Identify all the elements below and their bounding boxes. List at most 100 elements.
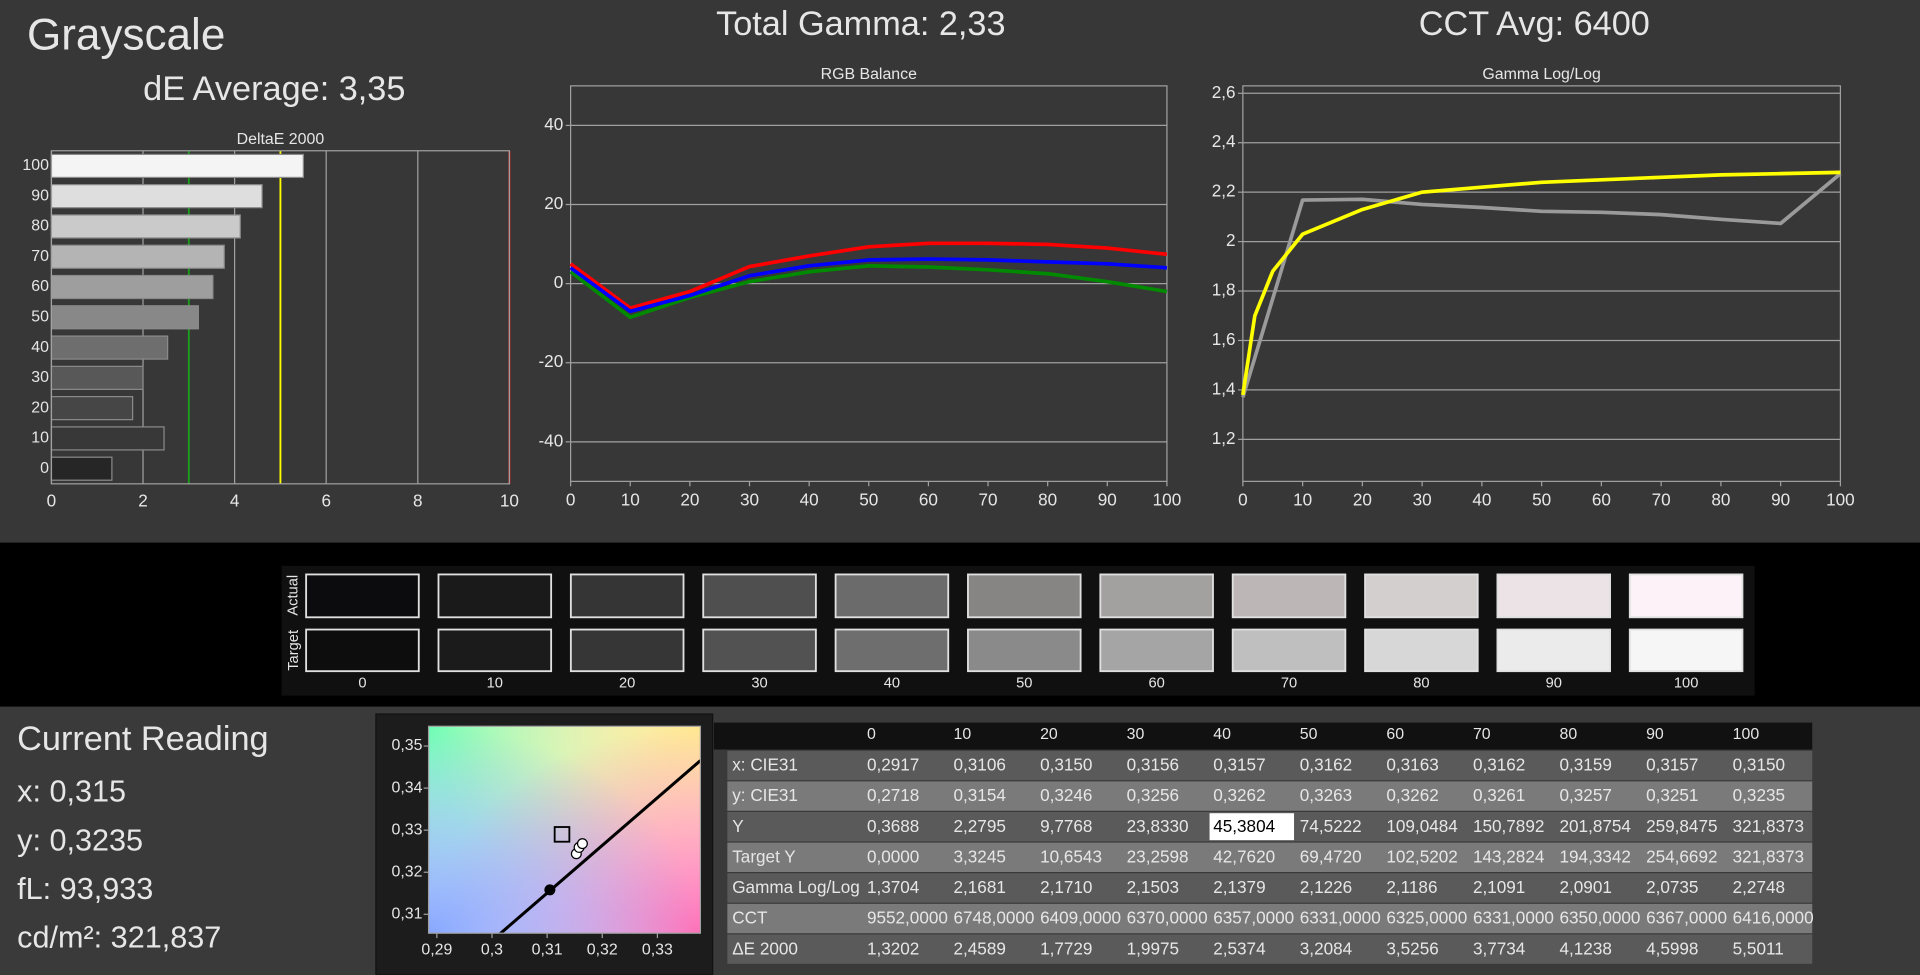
row-label: Target [286,630,302,671]
y-tick-label: 2 [1226,230,1236,250]
series-line [1241,172,1842,398]
y-tick-label: 40 [544,114,563,134]
target-swatch [1496,628,1612,673]
target-point [553,826,571,843]
table-cell: 0,3251 [1646,785,1698,805]
table-header-bg [713,722,1813,750]
x-tick-label: 0,29 [421,942,452,959]
chart-title: DeltaE 2000 [237,131,325,148]
target-swatch [967,628,1082,673]
cie-tint [428,726,701,934]
table-cell: 6331,0000 [1300,908,1381,928]
column-header: 0 [867,726,876,743]
table-cell: 6416,0000 [1733,908,1814,928]
table-cell: 2,1091 [1473,877,1525,897]
series-line [569,241,1168,310]
x-tick-label: 90 [1098,490,1117,510]
x-tick-label: 50 [1532,490,1551,510]
table-cell: 0,3262 [1213,785,1265,805]
actual-swatch [1099,573,1214,619]
x-tick-label: 0 [566,490,576,510]
y-tick-label: 0,32 [391,863,422,880]
table-cell: 0,3157 [1646,755,1698,775]
column-header: 10 [954,726,972,743]
table-cell: 0,3106 [954,755,1006,775]
table-cell: 143,2824 [1473,846,1545,866]
table-cell: 0,3150 [1733,755,1785,775]
table-cell: 0,3154 [954,785,1007,805]
actual-swatch [1364,573,1479,619]
y-tick-label: 0,31 [391,905,422,922]
table-cell: 6357,0000 [1213,908,1294,928]
target-swatch [1231,628,1347,673]
table-cell: 6331,0000 [1473,908,1554,928]
chart-title: RGB Balance [821,66,918,83]
bar [50,335,169,360]
table-cell: 0,3246 [1040,785,1092,805]
y-tick-label: 60 [31,278,49,295]
table-cell: 0,0000 [867,846,919,866]
x-tick-label: 20 [680,490,699,510]
table-cell: 1,3202 [867,938,919,958]
swatch-label: 90 [1546,675,1562,691]
table-cell: 3,3245 [954,846,1006,866]
bar [50,456,113,481]
x-tick-label: 10 [621,490,640,510]
de-average: dE Average: 3,35 [143,70,405,108]
y-tick-label: -40 [538,430,563,450]
target-swatch [437,628,553,673]
reading-line: y: 0,3235 [17,823,143,857]
row-label: Gamma Log/Log [732,877,860,897]
table-cell: 0,3159 [1560,755,1612,775]
x-tick-label: 40 [1472,490,1491,510]
plot-border [1242,85,1842,482]
y-tick-label: 50 [31,308,49,325]
table-cell: 0,2718 [867,785,919,805]
table-cell: 102,5202 [1386,846,1457,866]
x-tick-label: 80 [1038,490,1057,510]
column-header: 50 [1300,726,1318,743]
table-cell: 3,5256 [1386,938,1438,958]
column-header: 20 [1040,726,1058,743]
table-cell: 23,2598 [1127,846,1189,866]
row-label: y: CIE31 [732,785,798,805]
table-cell: 3,7734 [1473,938,1526,958]
target-swatch [1628,628,1744,673]
table-cell: 2,2748 [1733,877,1785,897]
table-cell: 0,3261 [1473,785,1525,805]
swatch-label: 60 [1148,675,1164,691]
swatch-label: 50 [1016,675,1032,691]
target-swatch [1099,628,1214,673]
bar [50,274,214,300]
x-tick-label: 60 [1592,490,1611,510]
bar [50,153,304,179]
table-cell: 6370,0000 [1127,908,1208,928]
swatch-label: 10 [487,675,503,691]
table-row [727,873,1813,903]
y-tick-label: 1,8 [1212,280,1236,300]
x-tick-label: 40 [800,490,819,510]
y-tick-label: 1,6 [1212,329,1236,349]
table-cell: 3,2084 [1300,938,1353,958]
target-swatch [834,628,950,673]
x-tick-label: 80 [1711,490,1730,510]
actual-swatch [437,573,553,619]
row-label: ΔE 2000 [732,938,798,958]
table-cell: 194,3342 [1560,846,1631,866]
table-cell: 2,1503 [1127,877,1179,897]
bar [50,426,165,451]
top-panel [0,0,1920,542]
x-tick-label: 0,33 [642,942,673,959]
reading-title: Current Reading [17,720,268,758]
x-tick-label: 30 [1413,490,1432,510]
x-tick-label: 0 [47,491,57,511]
table-cell: 1,7729 [1040,938,1092,958]
actual-swatch [1231,573,1347,619]
table-cell: 4,1238 [1560,938,1612,958]
table-cell: 5,5011 [1733,938,1784,958]
column-header: 90 [1646,726,1664,743]
x-tick-label: 10 [500,491,519,511]
x-tick-label: 0 [1238,490,1248,510]
table-cell: 0,3688 [867,816,919,836]
